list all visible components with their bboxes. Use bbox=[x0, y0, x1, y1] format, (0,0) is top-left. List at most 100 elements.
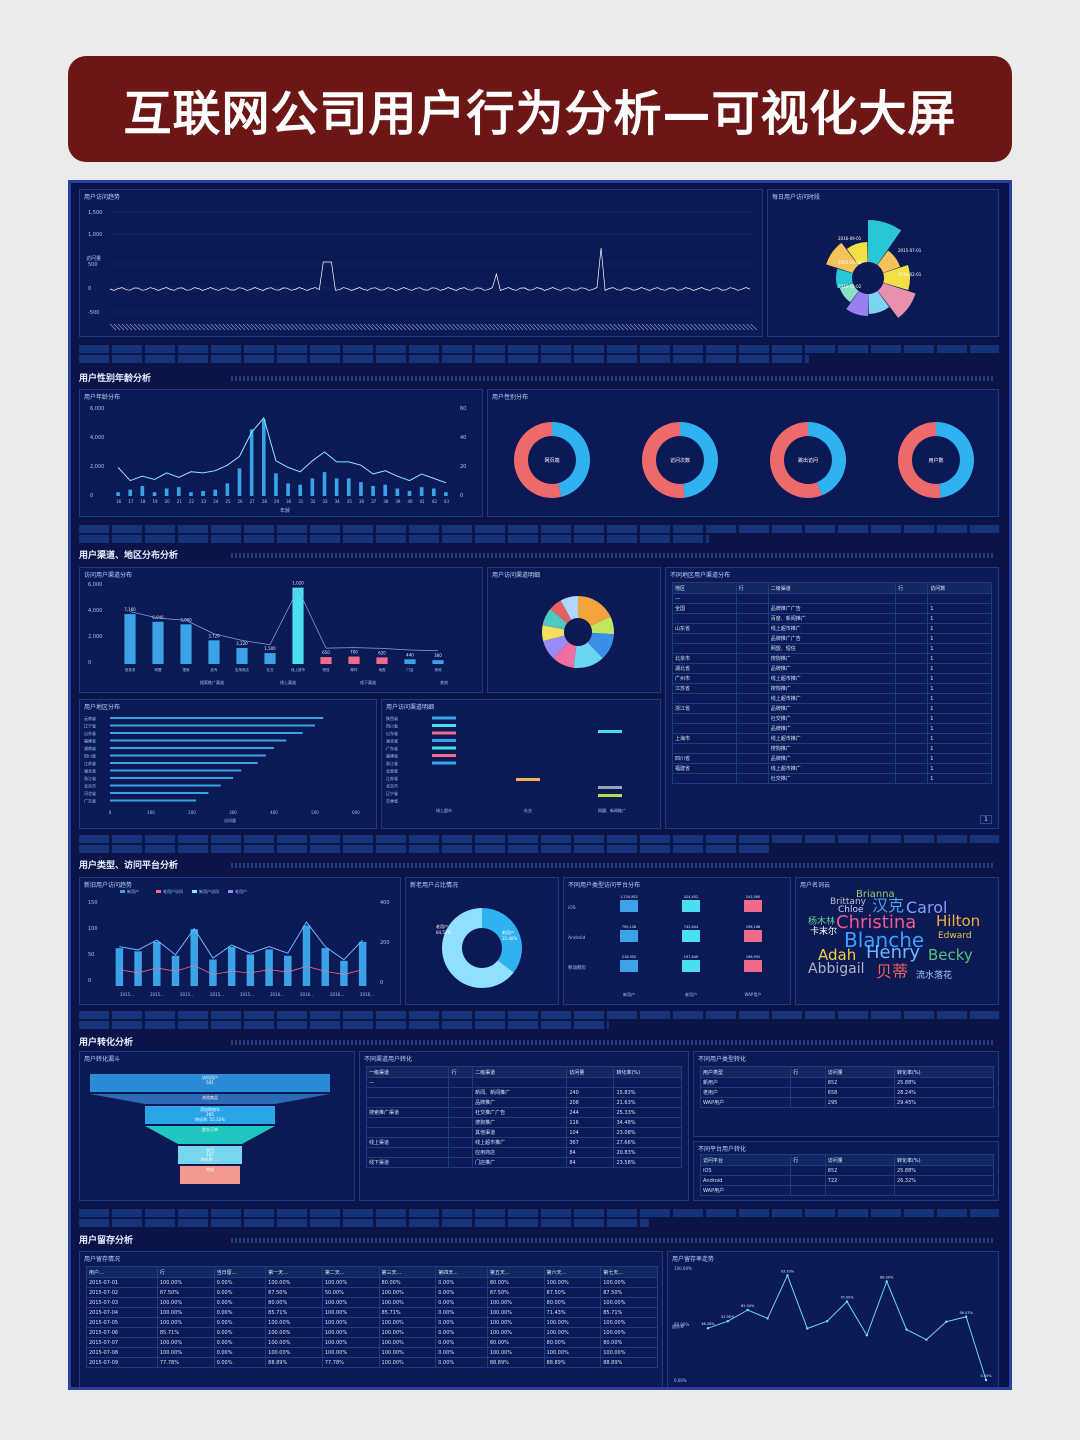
column-header[interactable]: 访问平台 bbox=[699, 1154, 792, 1166]
column-header[interactable]: 行 bbox=[790, 1154, 826, 1166]
column-header[interactable]: 用户... bbox=[86, 1266, 158, 1278]
panel-title: 不同用户类型转化 bbox=[698, 1056, 747, 1063]
x-tick-label bbox=[206, 323, 213, 331]
data-label: 93.33% bbox=[781, 1269, 795, 1273]
group-label: 搜索推广渠道 bbox=[200, 679, 224, 685]
column-header[interactable]: 访问量 bbox=[824, 1154, 895, 1166]
column-header[interactable]: 当日留... bbox=[213, 1266, 267, 1278]
table-row: 社交推广 1 bbox=[672, 773, 992, 784]
column-header[interactable]: 第二天... bbox=[321, 1266, 380, 1278]
x-tick-label: 老用户 bbox=[685, 991, 697, 997]
rose-slice bbox=[877, 250, 901, 273]
column-header[interactable]: 一级渠道 bbox=[365, 1066, 450, 1078]
platform-bar bbox=[620, 930, 638, 942]
x-tick-label bbox=[335, 323, 342, 331]
table-cell: 295 bbox=[824, 1097, 895, 1108]
wordcloud-word: Henry bbox=[866, 942, 921, 963]
column-header[interactable]: 第七天... bbox=[600, 1266, 658, 1278]
column-header[interactable]: 地区 bbox=[672, 582, 737, 594]
x-tick-label bbox=[351, 323, 359, 331]
channel-bar bbox=[264, 653, 276, 664]
y-tick-label: 150 bbox=[88, 900, 98, 906]
x-tick-label bbox=[383, 323, 391, 331]
x-tick-label: 35 bbox=[347, 499, 353, 504]
table-cell: 100.00% bbox=[265, 1327, 323, 1338]
table-cell bbox=[895, 753, 929, 764]
donut-center-label: 用户数 bbox=[928, 457, 943, 464]
table-cell: 搜狗推广 bbox=[767, 743, 897, 754]
column-header[interactable]: 用户类型 bbox=[699, 1066, 792, 1078]
table-cell bbox=[566, 1077, 615, 1088]
rose-label: 2016-02-01 bbox=[898, 272, 922, 277]
table-row: 新闻、新闻推广 240 15.83% bbox=[365, 1087, 682, 1098]
column-header[interactable]: 访问量 bbox=[824, 1066, 895, 1078]
table-cell: 浙江省 bbox=[672, 703, 737, 714]
x-tick-label bbox=[343, 323, 350, 331]
matrix-cell bbox=[432, 761, 456, 765]
table-cell: 100.00% bbox=[321, 1327, 380, 1338]
table-cell: 搜狗推广 bbox=[472, 1117, 568, 1128]
column-header[interactable]: 第三天... bbox=[378, 1266, 437, 1278]
channel-pie-slice bbox=[543, 635, 569, 659]
x-tick-label bbox=[601, 323, 608, 331]
table-pager[interactable]: 1 bbox=[980, 815, 992, 824]
table-cell bbox=[895, 613, 929, 624]
table-cell bbox=[735, 703, 769, 714]
column-header[interactable]: 第六天... bbox=[543, 1266, 602, 1278]
legend-swatch bbox=[228, 890, 233, 893]
data-label: 241,560 bbox=[746, 895, 760, 899]
column-header[interactable]: 第一天... bbox=[265, 1266, 323, 1278]
funnel-label: 107 bbox=[206, 1152, 214, 1157]
dashboard-screen: 用户访问趋势 1,500 1,000 500 0 -500 访问量 每日用户访问时段 20… bbox=[68, 180, 1012, 1390]
column-header[interactable]: 转化率(%) bbox=[613, 1066, 682, 1078]
table-cell: 25.88% bbox=[893, 1077, 995, 1088]
funnel-step bbox=[145, 1106, 275, 1124]
table-cell: 85.71% bbox=[156, 1327, 215, 1338]
x-tick-label bbox=[496, 323, 504, 331]
column-header[interactable]: 第五天... bbox=[486, 1266, 545, 1278]
x-tick-label bbox=[488, 323, 496, 331]
column-header[interactable]: 行 bbox=[790, 1066, 826, 1078]
x-tick-label bbox=[597, 323, 604, 331]
column-header[interactable]: 第四天... bbox=[435, 1266, 488, 1278]
column-header[interactable]: 二级渠道 bbox=[472, 1066, 568, 1078]
x-tick-label bbox=[569, 323, 576, 331]
table: 用户... 行当日留... 第一天... 第二天... 第三天... 第四天... 第五天.… bbox=[86, 1266, 658, 1368]
column-header[interactable]: 行 bbox=[156, 1266, 215, 1278]
x-tick-label: 线上超市 bbox=[436, 807, 452, 813]
x-tick-label bbox=[416, 323, 423, 331]
column-header[interactable]: 访问量 bbox=[566, 1066, 615, 1078]
y-tick-label: 四川省 bbox=[84, 753, 96, 759]
y-tick-label: 山东省 bbox=[84, 730, 96, 736]
type-conv-panel: 不同用户类型转化 用户类型行访问量 转化率(%) 新用户 852 25.88% 老用户 65… bbox=[693, 1051, 999, 1137]
y-axis-label: 留存率 bbox=[672, 1323, 684, 1329]
x-tick-label bbox=[722, 323, 729, 331]
new-old-bar bbox=[358, 941, 367, 986]
column-header[interactable]: 行 bbox=[895, 582, 929, 594]
x-tick-label bbox=[750, 323, 757, 331]
x-tick-label bbox=[254, 323, 262, 331]
x-tick-label: 36 bbox=[359, 499, 365, 504]
column-header[interactable]: 访问数 bbox=[927, 582, 992, 594]
column-header[interactable]: 转化率(%) bbox=[893, 1154, 995, 1166]
column-header[interactable]: 转化率(%) bbox=[893, 1066, 995, 1078]
x-tick-label: 300 bbox=[229, 810, 237, 815]
funnel-label: 285 bbox=[206, 1112, 214, 1117]
table-cell: 100.00% bbox=[486, 1327, 545, 1338]
table-cell: 品牌推广广告 bbox=[767, 603, 897, 614]
data-label: 197,640 bbox=[684, 955, 698, 959]
slice-label: 新用户 bbox=[502, 929, 514, 935]
table-cell: 新闻、新闻推广 bbox=[472, 1087, 568, 1098]
column-header[interactable]: 行 bbox=[448, 1066, 474, 1078]
x-tick-label bbox=[528, 323, 536, 331]
table-cell: 116 bbox=[566, 1117, 615, 1128]
y-tick-label: 0 bbox=[88, 660, 91, 666]
table-cell: 社交推广 bbox=[767, 713, 897, 724]
table-cell: 71.43% bbox=[543, 1307, 602, 1318]
x-tick-label: 24 bbox=[213, 499, 219, 504]
table-cell bbox=[735, 653, 769, 664]
table-cell: 1 bbox=[927, 633, 992, 644]
column-header[interactable]: 二级渠道 bbox=[767, 582, 897, 594]
wordcloud-word: Abbigail bbox=[808, 961, 865, 977]
column-header[interactable]: 行 bbox=[735, 582, 769, 594]
